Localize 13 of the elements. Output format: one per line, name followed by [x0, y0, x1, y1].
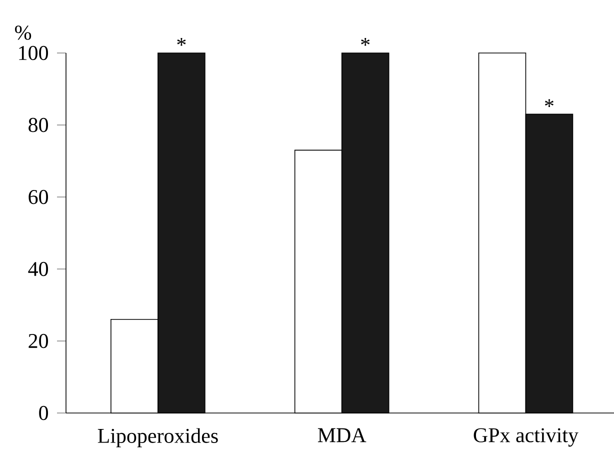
- annotation: *: [361, 38, 370, 46]
- annotation: *: [177, 38, 186, 46]
- y-tick-label: 0: [39, 406, 48, 420]
- y-tick-label: 20: [28, 334, 48, 348]
- annotation: *: [545, 99, 554, 107]
- x-tick-label: MDA: [318, 428, 366, 442]
- x-tick-label: GPx activity: [474, 428, 578, 447]
- y-axis-title: %: [15, 26, 32, 40]
- y-tick-label: 100: [19, 46, 48, 60]
- y-tick-label: 40: [28, 262, 48, 276]
- y-tick-label: 60: [28, 190, 48, 204]
- x-tick-label: Lipoperoxides: [98, 428, 218, 448]
- y-tick-label: 80: [28, 118, 48, 132]
